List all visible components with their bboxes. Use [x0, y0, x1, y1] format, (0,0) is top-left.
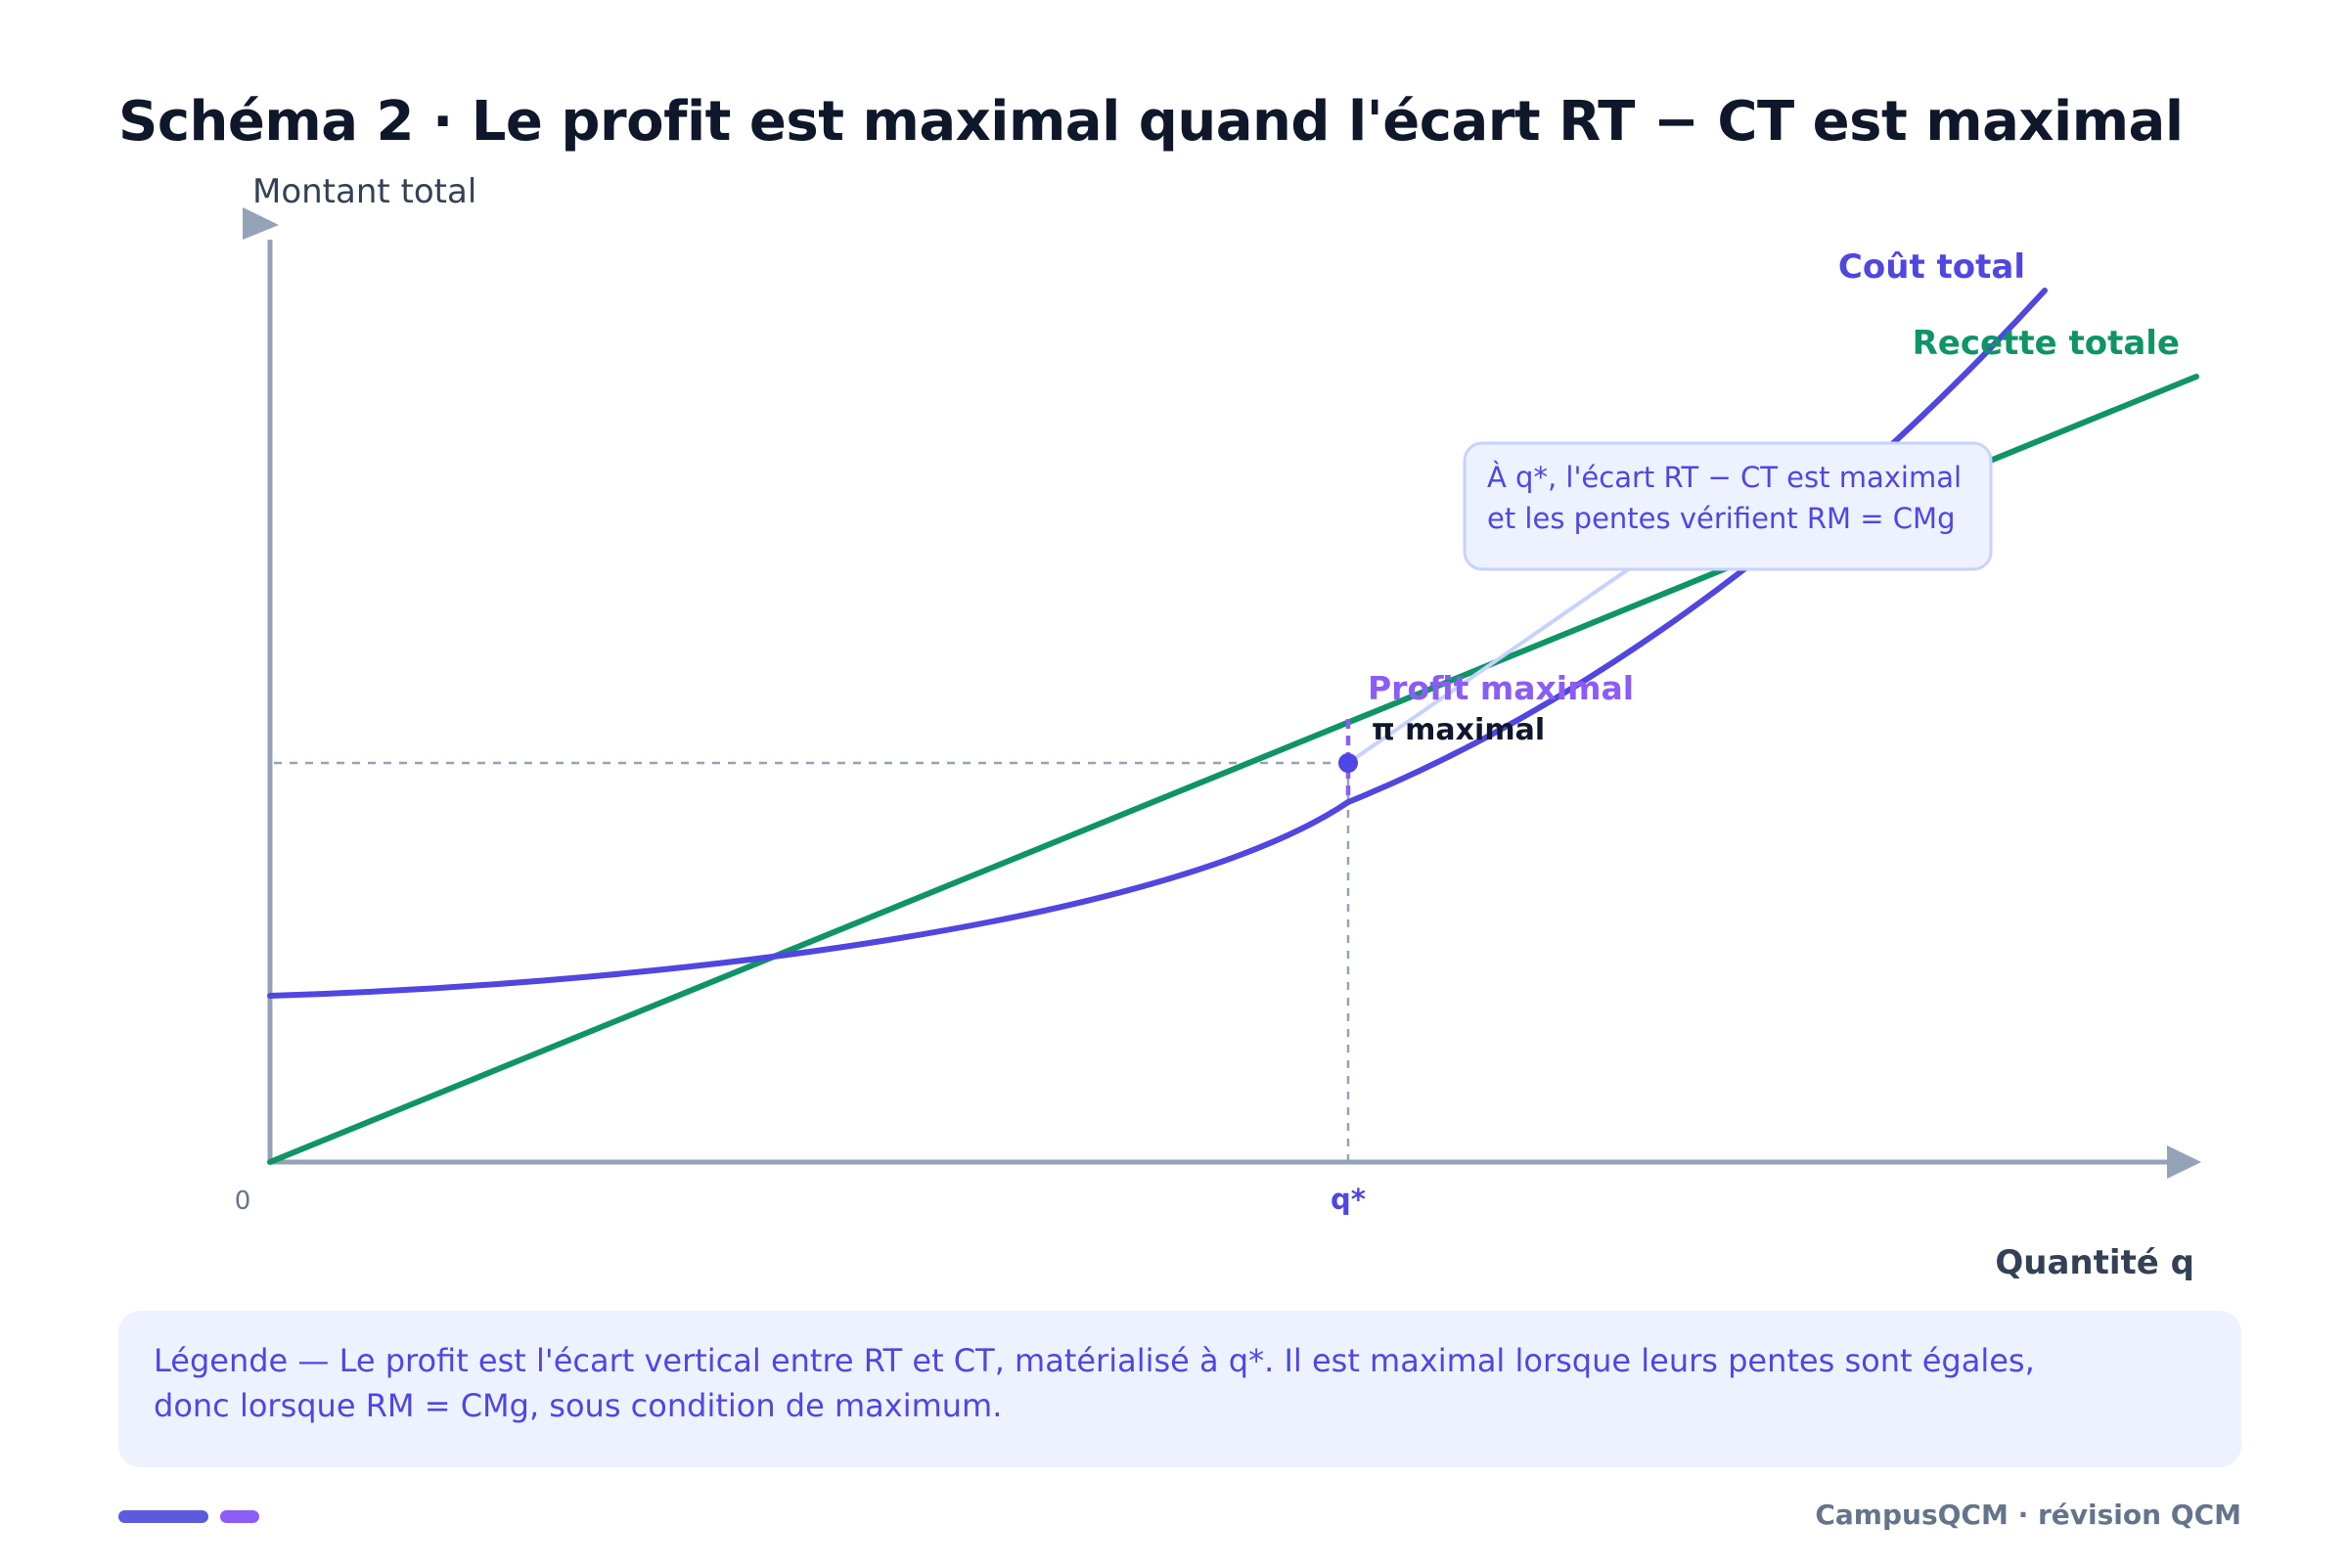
footer-accent-bar-secondary [220, 1510, 259, 1523]
series-line-cout-total [267, 288, 2048, 999]
series-label-recette-totale: Recette totale [1913, 324, 2180, 363]
callout-box [1463, 441, 1993, 571]
profit-max-label: Profit maximal [1368, 669, 1634, 707]
callout-connector [1346, 563, 1636, 765]
y-axis-label: Montant total [252, 172, 476, 211]
y-axis-arrow [243, 207, 279, 240]
footer-brand: CampusQCM · révision QCM [1815, 1499, 2241, 1531]
x-axis-arrow [2167, 1145, 2201, 1179]
footer-accent-bar [118, 1510, 208, 1523]
callout-line-1: À q*, l'écart RT − CT est maximal [1487, 461, 1962, 494]
pi-max-label: π maximal [1372, 713, 1545, 747]
legend-text: Légende — Le profit est l'écart vertical… [154, 1342, 2035, 1424]
page-title: Schéma 2 · Le profit est maximal quand l… [118, 90, 2184, 154]
x-axis-label: Quantité q [1995, 1243, 2194, 1282]
profit-max-marker [1338, 753, 1358, 773]
origin-label: 0 [235, 1187, 251, 1216]
series-label-cout-total: Coût total [1838, 247, 2025, 287]
legend-box: Légende — Le profit est l'écart vertical… [118, 1311, 2241, 1467]
callout-line-2: et les pentes vérifient RM = CMg [1487, 502, 1955, 535]
x-tick-label-qstar: q* [1331, 1183, 1366, 1216]
